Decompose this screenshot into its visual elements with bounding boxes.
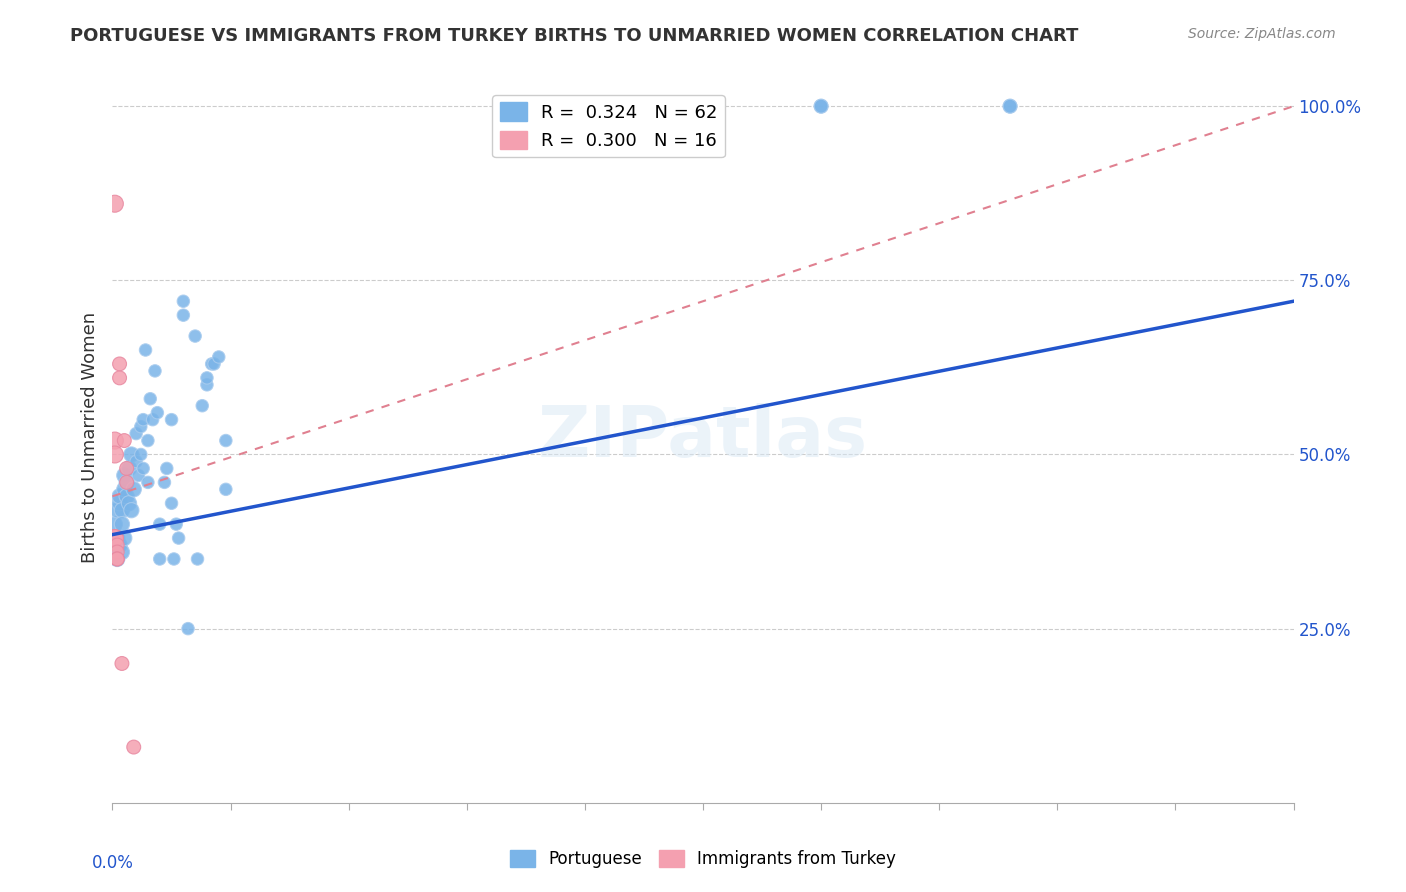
Point — [112, 531, 135, 545]
Point — [139, 392, 162, 406]
Legend: Portuguese, Immigrants from Turkey: Portuguese, Immigrants from Turkey — [503, 843, 903, 875]
Point — [108, 357, 131, 371]
Point — [153, 475, 176, 490]
Point — [132, 461, 155, 475]
Point — [105, 538, 128, 552]
Y-axis label: Births to Unmarried Women: Births to Unmarried Women — [80, 311, 98, 563]
Point — [104, 531, 127, 545]
Point — [105, 531, 128, 545]
Point — [810, 99, 832, 113]
Point — [111, 545, 134, 559]
Point — [998, 99, 1021, 113]
Point — [215, 434, 238, 448]
Point — [112, 468, 135, 483]
Point — [143, 364, 166, 378]
Point — [167, 531, 190, 545]
Point — [120, 448, 142, 462]
Point — [105, 552, 128, 566]
Point — [120, 503, 142, 517]
Text: PORTUGUESE VS IMMIGRANTS FROM TURKEY BIRTHS TO UNMARRIED WOMEN CORRELATION CHART: PORTUGUESE VS IMMIGRANTS FROM TURKEY BIR… — [70, 27, 1078, 45]
Point — [202, 357, 225, 371]
Point — [149, 517, 172, 532]
Point — [129, 419, 152, 434]
Text: ZIPatlas: ZIPatlas — [538, 402, 868, 472]
Point — [195, 377, 218, 392]
Point — [135, 343, 157, 357]
Point — [112, 434, 135, 448]
Point — [122, 740, 145, 755]
Legend: R =  0.324   N = 62, R =  0.300   N = 16: R = 0.324 N = 62, R = 0.300 N = 16 — [492, 95, 724, 157]
Point — [132, 412, 155, 426]
Point — [163, 552, 186, 566]
Point — [104, 531, 127, 545]
Point — [104, 517, 127, 532]
Point — [122, 483, 145, 497]
Point — [998, 99, 1021, 113]
Point — [111, 517, 134, 532]
Point — [111, 503, 134, 517]
Text: Source: ZipAtlas.com: Source: ZipAtlas.com — [1188, 27, 1336, 41]
Point — [104, 545, 127, 559]
Point — [115, 475, 138, 490]
Point — [104, 531, 127, 545]
Text: 0.0%: 0.0% — [91, 854, 134, 872]
Point — [105, 545, 128, 559]
Point — [191, 399, 214, 413]
Point — [201, 357, 224, 371]
Point — [108, 538, 131, 552]
Point — [105, 552, 128, 566]
Point — [172, 308, 194, 322]
Point — [165, 517, 187, 532]
Point — [136, 475, 159, 490]
Point — [115, 475, 138, 490]
Point — [108, 489, 131, 503]
Point — [156, 461, 179, 475]
Point — [115, 461, 138, 475]
Point — [105, 503, 128, 517]
Point — [172, 294, 194, 309]
Point — [160, 496, 183, 510]
Point — [108, 496, 131, 510]
Point — [125, 454, 148, 468]
Point — [105, 552, 128, 566]
Point — [129, 448, 152, 462]
Point — [146, 406, 169, 420]
Point — [142, 412, 165, 426]
Point — [195, 371, 218, 385]
Point — [810, 99, 832, 113]
Point — [160, 412, 183, 426]
Point — [104, 448, 127, 462]
Point — [118, 496, 141, 510]
Point — [136, 434, 159, 448]
Point — [115, 489, 138, 503]
Point — [108, 371, 131, 385]
Point — [104, 196, 127, 211]
Point — [112, 483, 135, 497]
Point — [184, 329, 207, 343]
Point — [127, 468, 149, 483]
Point — [177, 622, 200, 636]
Point — [215, 483, 238, 497]
Point — [111, 657, 134, 671]
Point — [104, 434, 127, 448]
Point — [149, 552, 172, 566]
Point — [208, 350, 231, 364]
Point — [186, 552, 208, 566]
Point — [125, 426, 148, 441]
Point — [118, 461, 141, 475]
